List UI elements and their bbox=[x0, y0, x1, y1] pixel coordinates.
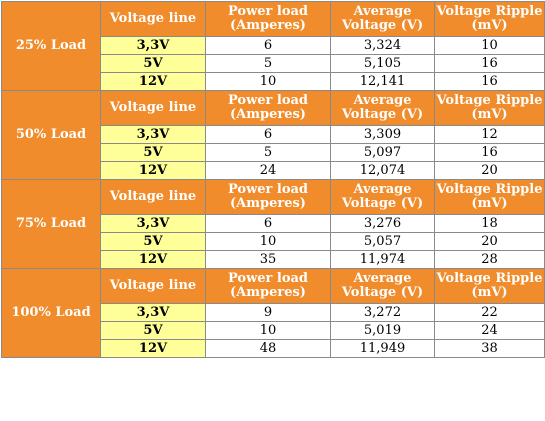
power-load-cell: 10 bbox=[205, 232, 331, 251]
table-row: 12V 24 12,074 20 bbox=[2, 161, 545, 180]
header-voltage-line: Voltage line bbox=[100, 1, 206, 37]
voltage-line-cell: 3,3V bbox=[100, 214, 206, 233]
voltage-line-cell: 3,3V bbox=[100, 36, 206, 55]
average-voltage-cell: 5,105 bbox=[330, 54, 435, 73]
header-average-voltage: Average Voltage (V) bbox=[330, 90, 435, 126]
group-header-row: 50% Load Voltage line Power load (Amperes)… bbox=[1, 90, 545, 180]
average-voltage-cell: 11,949 bbox=[330, 339, 435, 358]
average-voltage-cell: 3,272 bbox=[330, 303, 435, 322]
average-voltage-cell: 3,309 bbox=[330, 125, 435, 144]
voltage-line-cell: 5V bbox=[100, 143, 206, 162]
voltage-ripple-cell: 20 bbox=[434, 232, 545, 251]
power-load-cell: 10 bbox=[205, 321, 331, 340]
average-voltage-cell: 5,019 bbox=[330, 321, 435, 340]
header-voltage-ripple: Voltage Ripple (mV) bbox=[434, 179, 545, 215]
voltage-ripple-cell: 16 bbox=[434, 54, 545, 73]
voltage-line-cell: 3,3V bbox=[100, 303, 206, 322]
psu-load-table: 25% Load Voltage line Power load (Amperes)… bbox=[1, 1, 545, 358]
table-body: 25% Load Voltage line Power load (Amperes)… bbox=[1, 1, 545, 358]
group-header-row: 75% Load Voltage line Power load (Amperes)… bbox=[1, 179, 545, 269]
voltage-ripple-cell: 16 bbox=[434, 143, 545, 162]
voltage-ripple-cell: 18 bbox=[434, 214, 545, 233]
header-voltage-ripple: Voltage Ripple (mV) bbox=[434, 1, 545, 37]
average-voltage-cell: 5,057 bbox=[330, 232, 435, 251]
power-load-cell: 24 bbox=[205, 161, 331, 180]
load-group-label: 50% Load bbox=[1, 90, 101, 180]
header-average-voltage: Average Voltage (V) bbox=[330, 1, 435, 37]
table-row: 3,3V 9 3,272 22 bbox=[2, 303, 545, 322]
load-group-label: 25% Load bbox=[1, 1, 101, 91]
voltage-line-cell: 12V bbox=[100, 250, 206, 269]
header-voltage-line: Voltage line bbox=[100, 90, 206, 126]
header-voltage-ripple: Voltage Ripple (mV) bbox=[434, 90, 545, 126]
power-load-cell: 6 bbox=[205, 125, 331, 144]
power-load-cell: 5 bbox=[205, 54, 331, 73]
power-load-cell: 48 bbox=[205, 339, 331, 358]
power-load-cell: 6 bbox=[205, 36, 331, 55]
voltage-ripple-cell: 12 bbox=[434, 125, 545, 144]
power-load-cell: 5 bbox=[205, 143, 331, 162]
voltage-ripple-cell: 10 bbox=[434, 36, 545, 55]
header-voltage-line: Voltage line bbox=[100, 268, 206, 304]
table-row: 5V 10 5,057 20 bbox=[2, 232, 545, 251]
header-power-load: Power load (Amperes) bbox=[205, 1, 331, 37]
group-header-row: 100% Load Voltage line Power load (Amperes… bbox=[1, 268, 545, 358]
table-row: 5V 5 5,097 16 bbox=[2, 143, 545, 162]
power-load-cell: 10 bbox=[205, 72, 331, 91]
voltage-line-cell: 12V bbox=[100, 339, 206, 358]
voltage-ripple-cell: 28 bbox=[434, 250, 545, 269]
average-voltage-cell: 12,141 bbox=[330, 72, 435, 91]
header-power-load: Power load (Amperes) bbox=[205, 90, 331, 126]
voltage-ripple-cell: 16 bbox=[434, 72, 545, 91]
voltage-ripple-cell: 22 bbox=[434, 303, 545, 322]
voltage-line-cell: 5V bbox=[100, 54, 206, 73]
voltage-ripple-cell: 24 bbox=[434, 321, 545, 340]
header-voltage-ripple: Voltage Ripple (mV) bbox=[434, 268, 545, 304]
voltage-ripple-cell: 38 bbox=[434, 339, 545, 358]
voltage-line-cell: 12V bbox=[100, 161, 206, 180]
group-header-row: 25% Load Voltage line Power load (Amperes)… bbox=[1, 1, 545, 91]
voltage-ripple-cell: 20 bbox=[434, 161, 545, 180]
header-power-load: Power load (Amperes) bbox=[205, 268, 331, 304]
average-voltage-cell: 12,074 bbox=[330, 161, 435, 180]
average-voltage-cell: 3,324 bbox=[330, 36, 435, 55]
load-group-label: 100% Load bbox=[1, 268, 101, 358]
power-load-cell: 35 bbox=[205, 250, 331, 269]
header-voltage-line: Voltage line bbox=[100, 179, 206, 215]
power-load-cell: 6 bbox=[205, 214, 331, 233]
voltage-line-cell: 5V bbox=[100, 232, 206, 251]
average-voltage-cell: 5,097 bbox=[330, 143, 435, 162]
average-voltage-cell: 11,974 bbox=[330, 250, 435, 269]
table-row: 12V 48 11,949 38 bbox=[2, 339, 545, 358]
header-average-voltage: Average Voltage (V) bbox=[330, 268, 435, 304]
table-row: 3,3V 6 3,276 18 bbox=[2, 214, 545, 233]
voltage-line-cell: 3,3V bbox=[100, 125, 206, 144]
header-average-voltage: Average Voltage (V) bbox=[330, 179, 435, 215]
header-power-load: Power load (Amperes) bbox=[205, 179, 331, 215]
power-load-cell: 9 bbox=[205, 303, 331, 322]
voltage-line-cell: 12V bbox=[100, 72, 206, 91]
table-row: 3,3V 6 3,309 12 bbox=[2, 125, 545, 144]
average-voltage-cell: 3,276 bbox=[330, 214, 435, 233]
voltage-line-cell: 5V bbox=[100, 321, 206, 340]
load-group-label: 75% Load bbox=[1, 179, 101, 269]
